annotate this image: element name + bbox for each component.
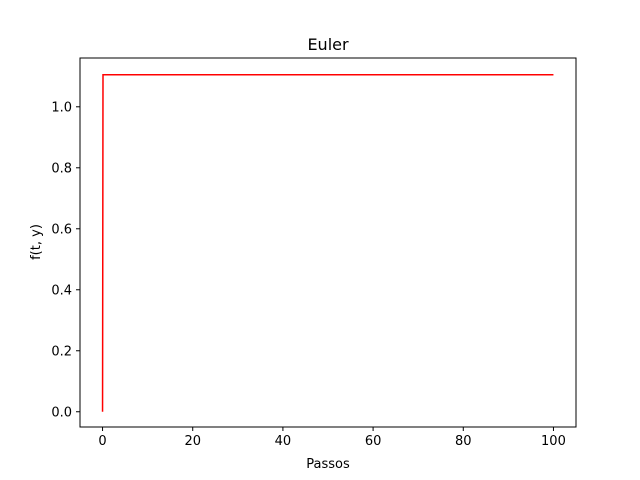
plot-area — [79, 57, 577, 428]
y-tick-label: 0.0 — [51, 405, 72, 420]
x-axis: 0 20 40 60 80 100 — [98, 427, 566, 449]
y-axis-label: f(t, y) — [29, 224, 44, 260]
y-tick-label: 0.8 — [51, 161, 72, 176]
y-tick-label: 1.0 — [51, 100, 72, 115]
x-tick-label: 0 — [98, 434, 106, 449]
y-axis: 0.0 0.2 0.4 0.6 0.8 1.0 — [51, 100, 80, 420]
plot-frame — [79, 57, 577, 428]
y-tick-label: 0.6 — [51, 222, 72, 237]
y-tick-label: 0.4 — [51, 283, 72, 298]
series-layer — [101, 74, 554, 412]
x-tick-label: 60 — [365, 434, 382, 449]
x-tick-label: 100 — [541, 434, 566, 449]
x-tick-label: 20 — [184, 434, 201, 449]
x-axis-label: Passos — [306, 457, 350, 472]
series-line-0 — [101, 74, 554, 412]
y-tick-label: 0.2 — [51, 344, 72, 359]
chart-title: Euler — [307, 35, 349, 54]
x-tick-label: 40 — [275, 434, 292, 449]
x-tick-label: 80 — [455, 434, 472, 449]
